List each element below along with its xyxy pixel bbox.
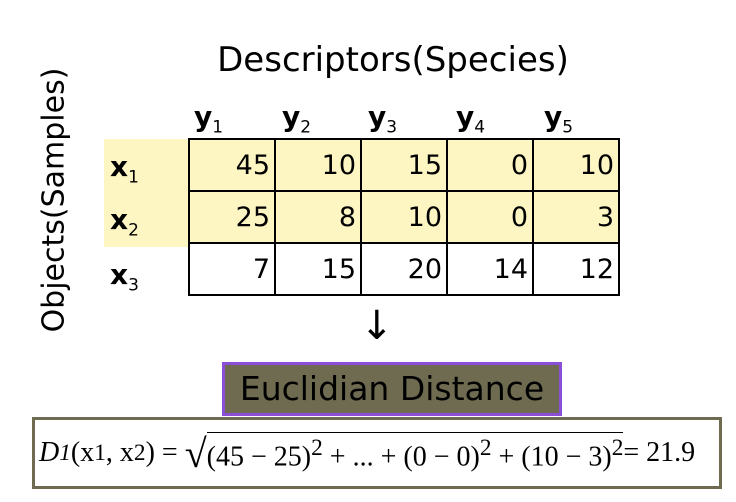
formula-result: = 21.9 [623, 437, 696, 468]
cell: 7 [188, 242, 276, 296]
cell: 3 [532, 190, 620, 244]
formula-exp3: 2 [611, 435, 624, 462]
cell: 10 [274, 138, 362, 192]
formula-term1: (45 − 25) [206, 441, 312, 473]
cell: 25 [188, 190, 276, 244]
row-axis-label: Objects(Samples) [36, 67, 72, 333]
row-header-x3: x3 [110, 258, 139, 296]
formula-sub2: 2 [133, 439, 146, 466]
sqrt-icon: √ [184, 430, 207, 476]
cell: 8 [274, 190, 362, 244]
row-header-x2: x2 [110, 203, 139, 241]
column-header-y1: y1 [194, 100, 224, 138]
formula-exp2: 2 [479, 435, 492, 462]
column-header-y4: y4 [456, 100, 486, 138]
formula-d-sub: 1 [59, 439, 71, 466]
formula-sub1: 1 [94, 439, 106, 466]
formula-d: D [39, 437, 60, 468]
table-row: 25 8 10 0 3 [188, 190, 620, 244]
cell: 10 [360, 190, 448, 244]
formula-radicand: (45 − 25)2 + ... + (0 − 0)2 + (10 − 3)2 [206, 432, 624, 473]
column-header-y5: y5 [544, 100, 574, 138]
formula-term3: + (10 − 3) [498, 441, 612, 473]
formula-args: (x [70, 437, 95, 468]
cell: 0 [446, 190, 534, 244]
formula-exp1: 2 [311, 435, 323, 462]
data-matrix: 45 10 15 0 10 25 8 10 0 3 7 15 20 14 12 [188, 138, 620, 296]
cell: 15 [274, 242, 362, 296]
cell: 0 [446, 138, 534, 192]
table-row: 45 10 15 0 10 [188, 138, 620, 192]
formula-close: ) = [145, 437, 178, 468]
cell: 45 [188, 138, 276, 192]
row-header-highlight [104, 139, 189, 247]
diagram-title: Descriptors(Species) [217, 40, 569, 80]
cell: 20 [360, 242, 448, 296]
cell: 15 [360, 138, 448, 192]
table-row: 7 15 20 14 12 [188, 242, 620, 296]
formula-term2: + ... + (0 − 0) [329, 441, 480, 473]
cell: 14 [446, 242, 534, 296]
row-header-x1: x1 [110, 150, 139, 188]
down-arrow-icon: ↓ [360, 303, 394, 349]
cell: 10 [532, 138, 620, 192]
cell: 12 [532, 242, 620, 296]
column-header-y3: y3 [368, 100, 398, 138]
column-header-y2: y2 [282, 100, 312, 138]
formula-comma: , x [105, 437, 134, 468]
method-label: Euclidian Distance [222, 362, 562, 416]
